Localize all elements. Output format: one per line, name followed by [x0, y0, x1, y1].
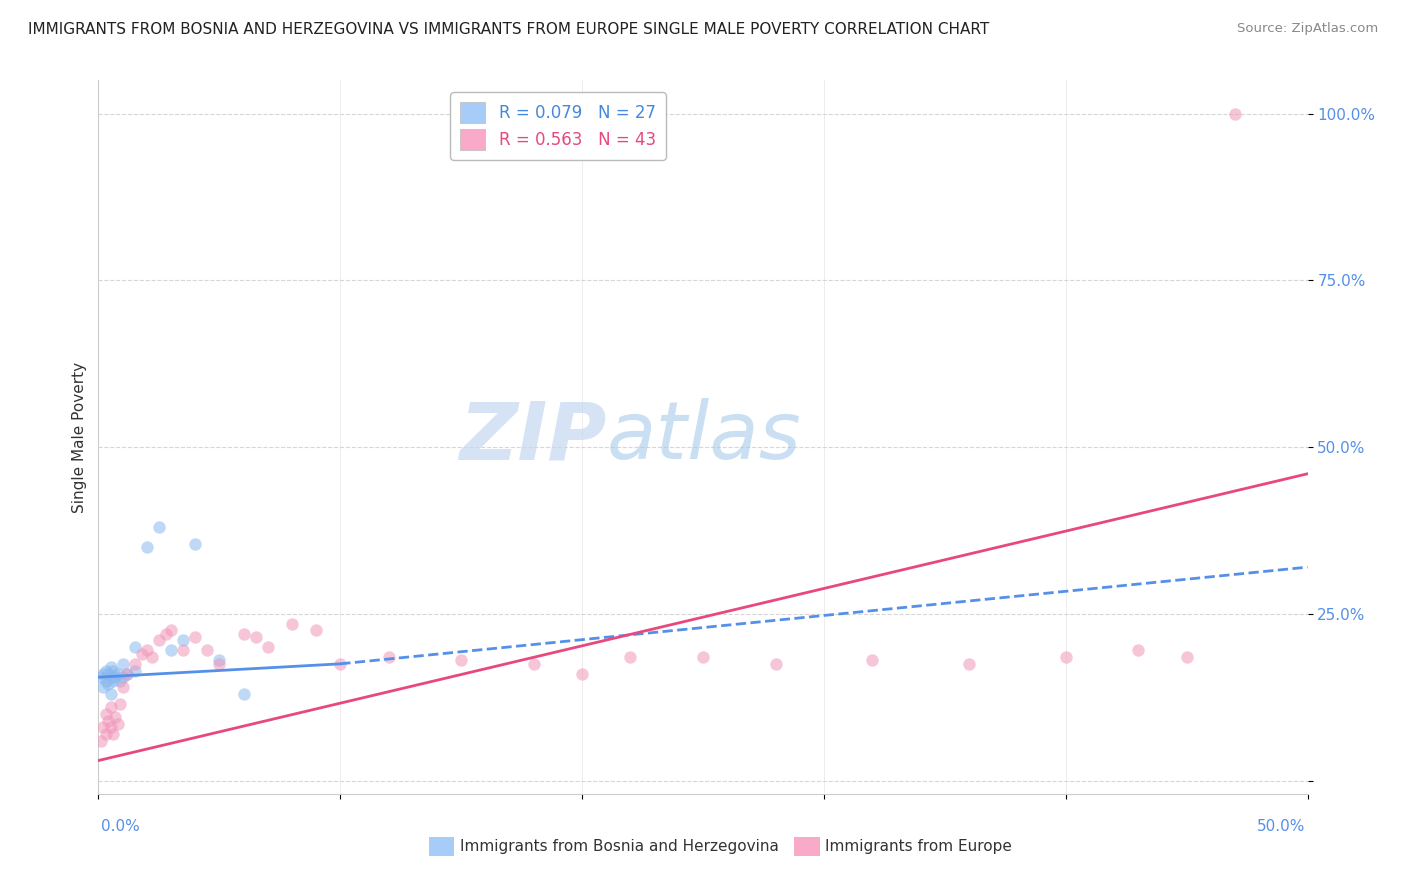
Point — [172, 633, 194, 648]
Point — [97, 677, 120, 691]
Text: 0.0%: 0.0% — [101, 820, 141, 834]
Point — [94, 727, 117, 741]
Point — [135, 540, 157, 554]
Point — [160, 643, 183, 657]
Point — [101, 673, 124, 688]
Point — [94, 664, 117, 678]
Point — [101, 664, 124, 678]
Point — [94, 706, 117, 721]
Point — [148, 520, 170, 534]
Text: atlas: atlas — [606, 398, 801, 476]
Point — [208, 657, 231, 671]
Point — [957, 657, 980, 671]
Point — [91, 680, 114, 694]
Point — [94, 673, 117, 688]
Point — [155, 627, 177, 641]
Point — [104, 710, 127, 724]
Point — [90, 670, 112, 684]
Point — [1175, 650, 1198, 665]
Point — [124, 664, 146, 678]
Text: Source: ZipAtlas.com: Source: ZipAtlas.com — [1237, 22, 1378, 36]
Point — [523, 657, 546, 671]
Point — [245, 630, 267, 644]
Point — [329, 657, 352, 671]
Point — [692, 650, 714, 665]
Point — [450, 653, 472, 667]
Point — [117, 666, 139, 681]
Point — [104, 670, 127, 684]
Point — [765, 657, 787, 671]
Point — [172, 643, 194, 657]
Point — [101, 727, 124, 741]
Point — [100, 720, 122, 734]
Point — [256, 640, 278, 655]
Point — [91, 666, 114, 681]
Text: 50.0%: 50.0% — [1257, 820, 1305, 834]
Point — [100, 670, 122, 684]
Point — [111, 657, 134, 671]
Point — [90, 733, 112, 747]
Point — [232, 687, 254, 701]
Point — [111, 680, 134, 694]
Point — [91, 720, 114, 734]
Point — [124, 640, 146, 655]
Y-axis label: Single Male Poverty: Single Male Poverty — [72, 361, 87, 513]
Point — [100, 660, 122, 674]
Point — [1054, 650, 1077, 665]
Point — [1223, 106, 1246, 120]
Point — [107, 666, 129, 681]
Point — [97, 666, 120, 681]
Point — [131, 647, 153, 661]
Point — [117, 666, 139, 681]
Point — [141, 650, 163, 665]
Point — [100, 687, 122, 701]
Point — [124, 657, 146, 671]
Text: IMMIGRANTS FROM BOSNIA AND HERZEGOVINA VS IMMIGRANTS FROM EUROPE SINGLE MALE POV: IMMIGRANTS FROM BOSNIA AND HERZEGOVINA V… — [28, 22, 990, 37]
Point — [860, 653, 883, 667]
Point — [108, 673, 131, 688]
Point — [107, 716, 129, 731]
Text: ZIP: ZIP — [458, 398, 606, 476]
Point — [111, 670, 134, 684]
Point — [148, 633, 170, 648]
Point — [305, 624, 328, 638]
Point — [208, 653, 231, 667]
Point — [160, 624, 183, 638]
Point — [97, 714, 120, 728]
Point — [571, 666, 593, 681]
Point — [135, 643, 157, 657]
Point — [377, 650, 399, 665]
Point — [1128, 643, 1150, 657]
Point — [619, 650, 641, 665]
Point — [184, 537, 207, 551]
Point — [232, 627, 254, 641]
Text: Immigrants from Europe: Immigrants from Europe — [825, 839, 1012, 854]
Point — [195, 643, 218, 657]
Legend: R = 0.079   N = 27, R = 0.563   N = 43: R = 0.079 N = 27, R = 0.563 N = 43 — [450, 92, 665, 160]
Point — [108, 697, 131, 711]
Text: Immigrants from Bosnia and Herzegovina: Immigrants from Bosnia and Herzegovina — [460, 839, 779, 854]
Point — [281, 616, 304, 631]
Point — [184, 630, 207, 644]
Point — [100, 700, 122, 714]
